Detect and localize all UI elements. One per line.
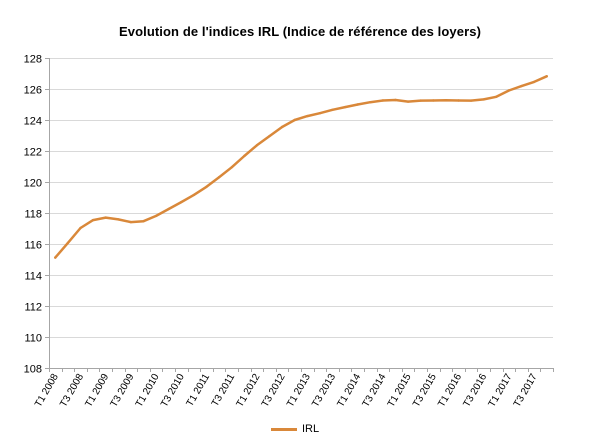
data-point (293, 118, 296, 122)
data-point (356, 103, 359, 106)
data-point (142, 220, 145, 223)
data-point (167, 207, 170, 211)
y-tick-label: 124 (24, 116, 42, 128)
y-tick-label: 116 (24, 240, 42, 252)
x-tick-label: T3 2015 (411, 372, 439, 410)
data-point (457, 99, 460, 102)
series-line-irl (54, 75, 548, 259)
x-tick-label: T3 2009 (109, 372, 137, 410)
data-point (318, 112, 322, 115)
data-point (180, 200, 183, 204)
x-tick-label: T1 2013 (285, 372, 313, 410)
x-tick-label: T3 2017 (512, 372, 540, 410)
data-point (381, 99, 385, 102)
gridlines (49, 58, 553, 338)
data-point (520, 84, 523, 88)
y-tick-labels: 108 110 112 114 116 118 120 122 124 126 128 (24, 54, 42, 376)
data-point (117, 218, 120, 221)
data-point (507, 89, 511, 92)
x-tick-label: T1 2011 (185, 372, 213, 409)
x-tick-label: T1 2010 (134, 372, 162, 410)
legend: IRL (0, 421, 600, 437)
legend-swatch (271, 427, 297, 431)
data-point (432, 99, 435, 102)
x-tick-label: T3 2013 (310, 372, 338, 410)
data-point (394, 98, 397, 102)
data-point (419, 99, 422, 102)
data-point (280, 125, 284, 129)
x-tick-label: T3 2010 (159, 372, 187, 410)
data-point (482, 98, 485, 101)
data-point (406, 100, 410, 103)
data-point (91, 218, 95, 222)
data-point (66, 241, 70, 245)
data-point (205, 185, 208, 188)
y-tick-label: 114 (24, 271, 42, 283)
data-point (495, 95, 498, 99)
data-point (532, 80, 536, 84)
x-tick-label: T1 2015 (386, 372, 414, 410)
y-tick-label: 118 (24, 209, 42, 221)
x-tick-label: T3 2008 (58, 372, 86, 410)
y-tick-label: 122 (24, 147, 42, 159)
data-point (79, 226, 82, 230)
y-tick-label: 120 (24, 178, 42, 190)
axes (45, 58, 554, 372)
data-point (444, 99, 448, 102)
data-point (268, 134, 271, 138)
x-tick-label: T1 2009 (83, 372, 111, 410)
data-point (230, 166, 233, 169)
x-tick-label: T1 2012 (235, 372, 263, 410)
data-point (54, 256, 57, 259)
legend-label: IRL (302, 423, 320, 435)
data-point (369, 101, 372, 104)
data-point (217, 176, 221, 179)
data-point (192, 193, 196, 197)
legend-item: IRL (271, 423, 319, 435)
y-tick-label: 108 (24, 364, 42, 376)
x-tick-label: T1 2016 (436, 372, 464, 410)
x-tick-label: T1 2014 (335, 372, 363, 410)
data-point (129, 220, 133, 224)
x-tick-label: T3 2011 (210, 372, 238, 409)
data-point (545, 75, 548, 78)
x-tick-label: T3 2016 (461, 372, 489, 410)
y-tick-label: 110 (24, 333, 42, 345)
chart-title: Evolution de l'indices IRL (Indice de ré… (118, 24, 482, 39)
x-tick-label: T1 2008 (33, 372, 61, 410)
data-point (104, 216, 107, 219)
data-point (469, 99, 473, 102)
data-point (255, 144, 259, 147)
y-tick-label: 126 (24, 85, 42, 97)
x-tick-label: T3 2012 (260, 372, 288, 410)
y-tick-label: 128 (24, 54, 42, 66)
data-point (306, 114, 309, 118)
series-layer (54, 75, 548, 259)
data-point (331, 108, 334, 112)
data-point (343, 105, 347, 109)
data-point (154, 214, 158, 218)
y-tick-label: 112 (24, 302, 42, 314)
x-tick-label: T3 2014 (361, 372, 389, 410)
x-tick-label: T1 2017 (487, 372, 515, 410)
data-point (243, 154, 246, 158)
